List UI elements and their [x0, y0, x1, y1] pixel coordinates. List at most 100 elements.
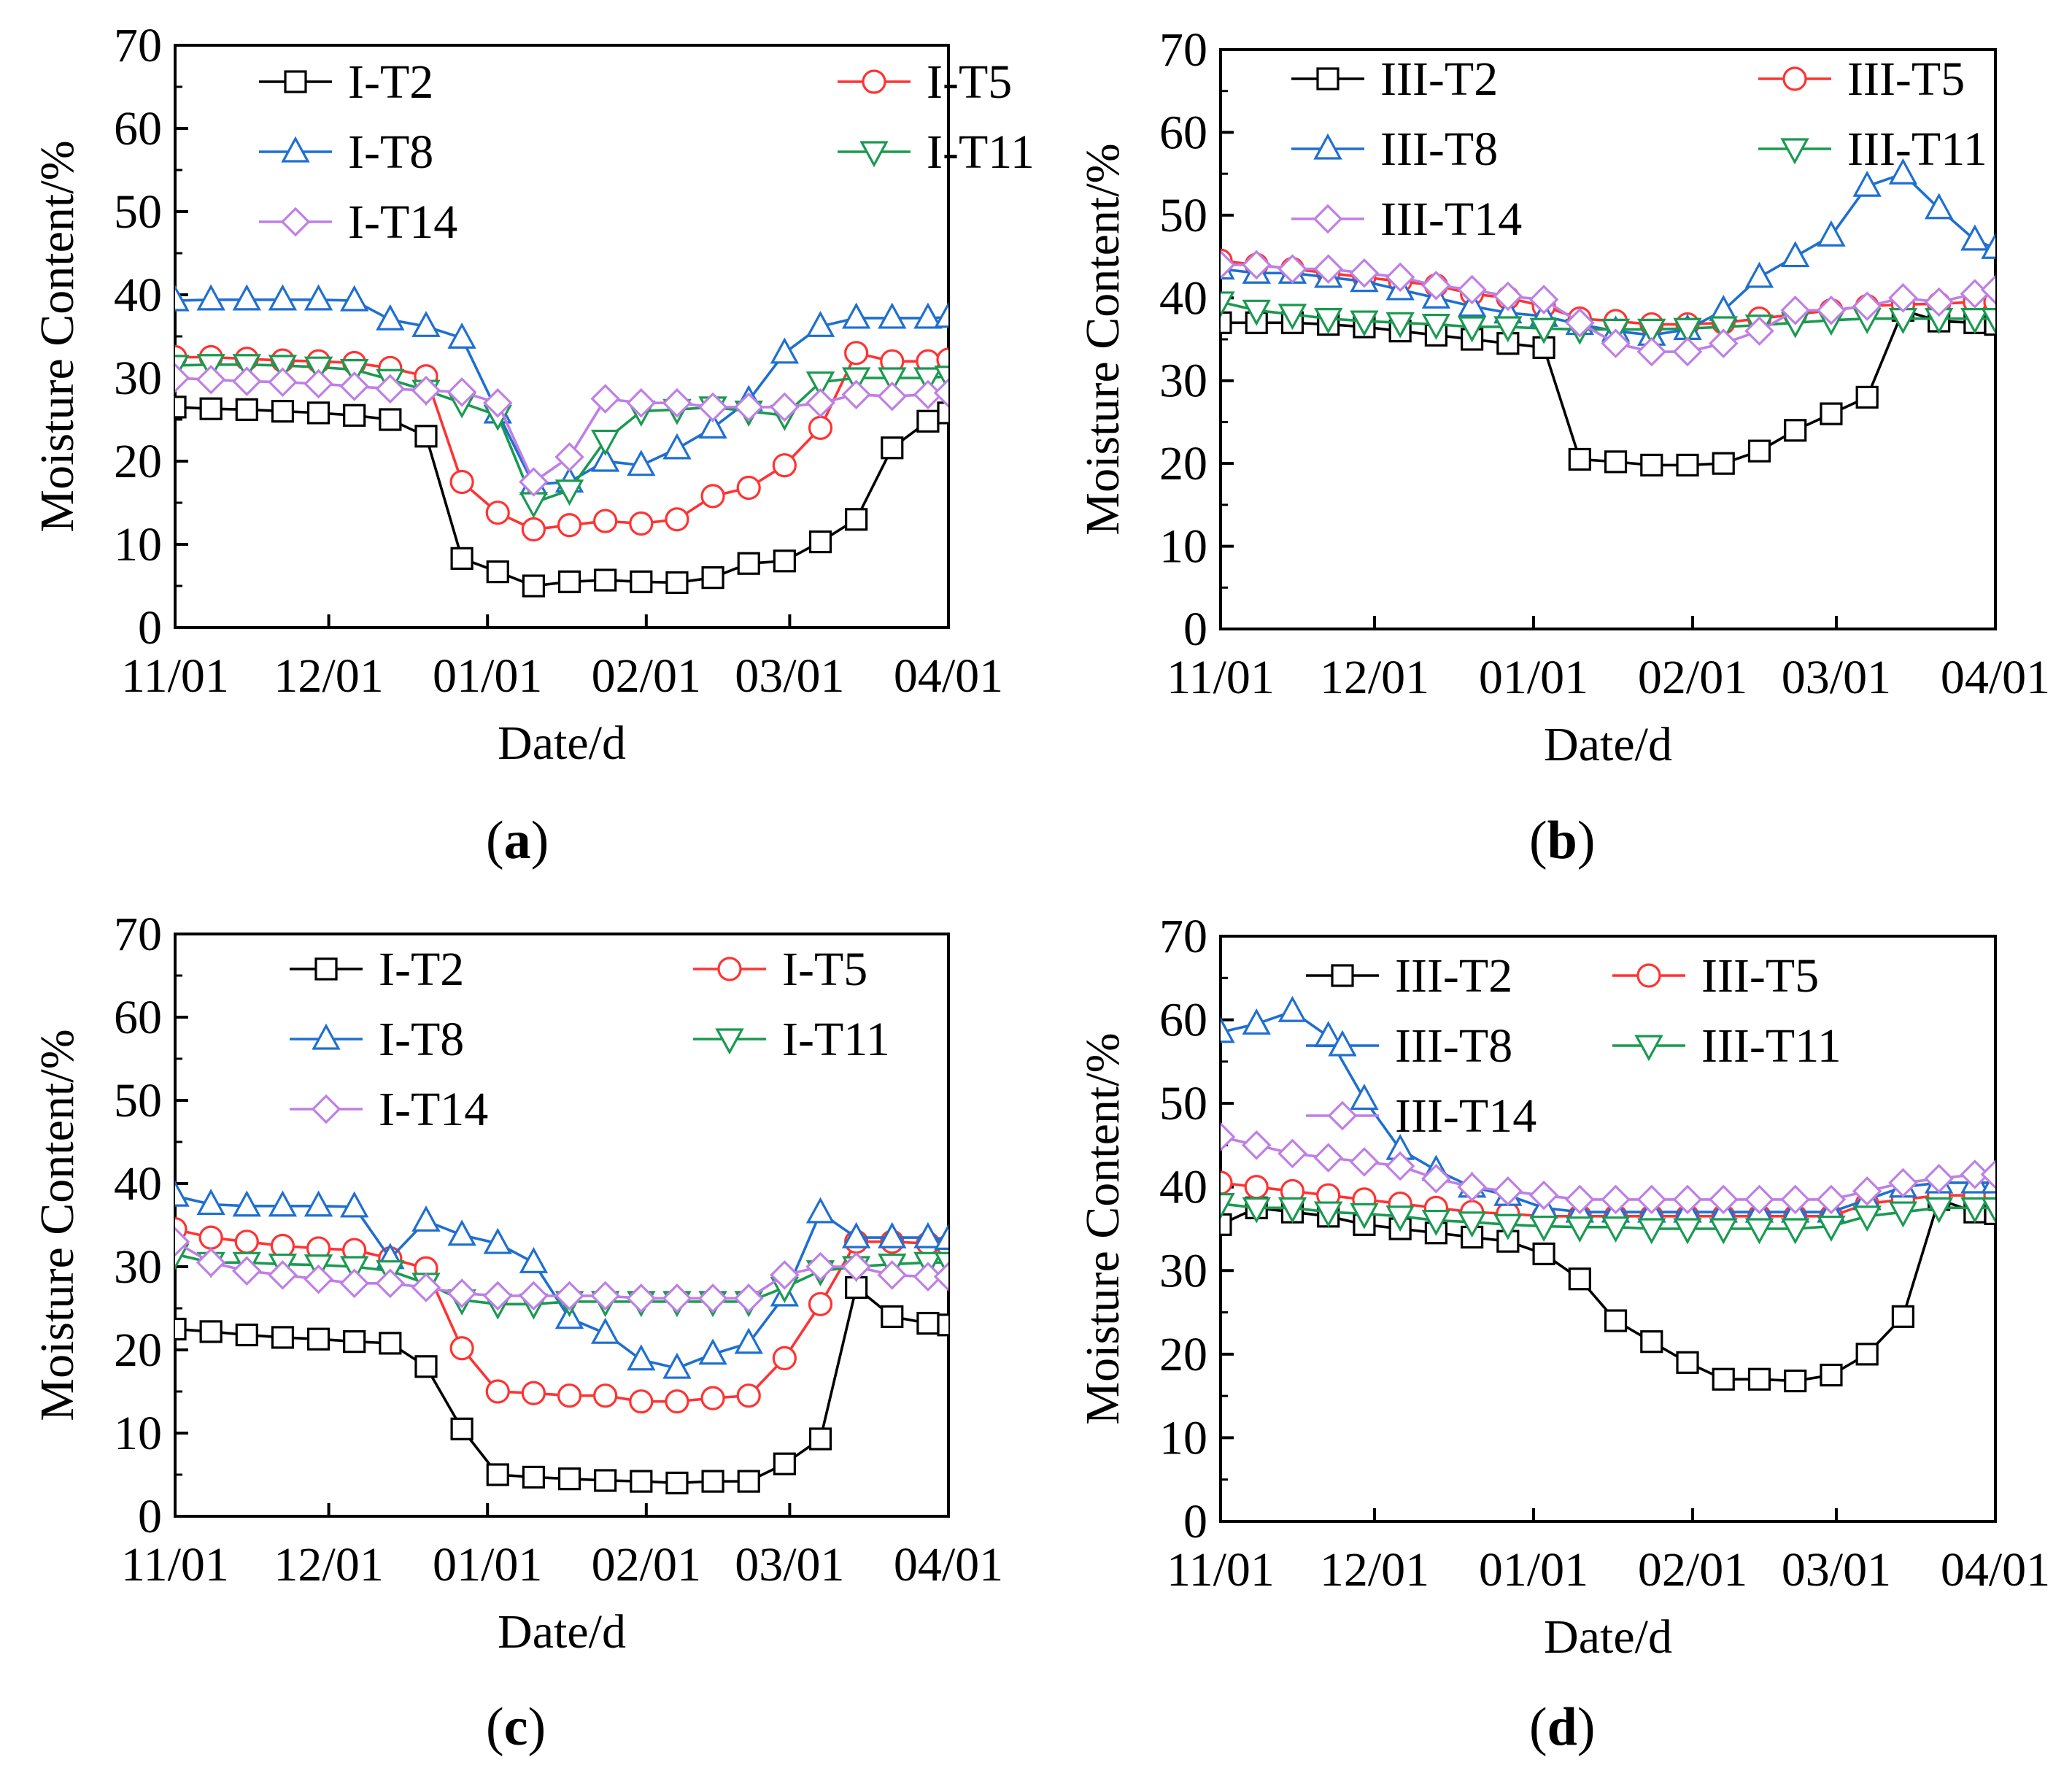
data-point [554, 442, 584, 472]
data-point [590, 445, 620, 472]
legend-label: I-T5 [927, 55, 1012, 109]
data-point [590, 429, 620, 456]
data-point [235, 1323, 258, 1347]
data-point [175, 285, 190, 312]
data-point [1565, 1184, 1595, 1215]
data-point [271, 399, 295, 423]
data-point [1457, 274, 1487, 305]
data-point [1708, 328, 1739, 358]
data-point [1350, 1084, 1379, 1111]
legend-label: III-T2 [1380, 53, 1498, 106]
data-point [1744, 261, 1774, 288]
data-point [878, 367, 907, 394]
y-tick-label: 40 [1159, 1161, 1207, 1214]
data-point [841, 302, 871, 329]
data-point [306, 401, 330, 425]
x-tick-label: 03/01 [735, 649, 844, 703]
data-point [1529, 317, 1558, 344]
data-point [665, 1389, 689, 1414]
panel-label-d: (d) [1529, 1697, 1596, 1757]
data-point [1421, 1163, 1451, 1194]
x-tick-label: 11/01 [1167, 1543, 1275, 1597]
y-tick-label: 30 [114, 1240, 162, 1294]
data-point [1241, 1130, 1272, 1160]
x-tick-label: 12/01 [1320, 1543, 1429, 1597]
data-point [845, 508, 868, 531]
data-point [1852, 291, 1882, 321]
data-point [1565, 1216, 1595, 1243]
data-point [805, 1197, 835, 1224]
data-point [805, 310, 835, 337]
data-point [1244, 1175, 1269, 1200]
legend-marker [284, 70, 307, 93]
x-tick-label: 02/01 [592, 649, 701, 703]
data-point [700, 1386, 725, 1410]
x-tick-label: 12/01 [274, 649, 383, 703]
data-point [339, 371, 369, 401]
legend-label: I-T14 [379, 1083, 488, 1136]
y-tick-label: 50 [1159, 189, 1207, 242]
data-point [175, 1180, 190, 1207]
y-tick-label: 50 [114, 1074, 162, 1127]
data-point [630, 1470, 653, 1493]
legend-marker [862, 69, 886, 94]
data-point [937, 401, 948, 425]
data-point [627, 449, 656, 476]
data-point [698, 1338, 727, 1365]
x-tick-label: 04/01 [894, 649, 1003, 703]
data-point [665, 571, 689, 595]
data-point [1349, 258, 1380, 288]
data-point [339, 1256, 369, 1283]
data-point [268, 1190, 298, 1217]
x-tick-label: 04/01 [894, 1538, 1003, 1591]
data-point [343, 404, 366, 427]
legend-label: III-T8 [1395, 1019, 1512, 1073]
legend-marker [1313, 133, 1342, 160]
data-point [1277, 1138, 1307, 1169]
data-point [557, 1383, 582, 1408]
data-point [662, 433, 692, 460]
y-tick-label: 40 [114, 1157, 162, 1211]
data-point [698, 412, 727, 439]
data-point [1568, 1267, 1591, 1291]
y-tick-label: 40 [114, 269, 162, 322]
legend-label: III-T5 [1847, 53, 1965, 106]
data-point [1221, 1122, 1236, 1152]
data-point [1221, 1170, 1233, 1195]
data-point [411, 310, 441, 337]
data-point [175, 363, 190, 393]
legend-label: III-T2 [1395, 949, 1512, 1003]
data-point [1349, 1147, 1380, 1177]
data-point [1313, 254, 1343, 284]
data-point [1242, 299, 1271, 326]
legend-marker [280, 206, 311, 237]
data-point [1924, 1163, 1954, 1194]
data-point [1852, 170, 1882, 197]
data-point [933, 1262, 948, 1292]
y-tick-label: 20 [1159, 437, 1207, 490]
data-point [665, 507, 689, 532]
data-point [1529, 1215, 1558, 1242]
data-point [772, 1346, 797, 1371]
legend-marker [312, 1023, 341, 1050]
series-I-T8 [175, 284, 948, 495]
data-point [1924, 287, 1954, 317]
data-point [841, 379, 871, 410]
data-point [1744, 1184, 1774, 1215]
data-point [1493, 281, 1523, 312]
data-point [1457, 1211, 1487, 1238]
legend-label: III-T11 [1847, 123, 1987, 176]
data-point [268, 284, 298, 311]
data-point [1221, 291, 1235, 318]
data-point [1421, 1209, 1451, 1236]
data-point [449, 469, 474, 495]
data-point [1744, 316, 1774, 346]
data-point [1673, 317, 1702, 344]
data-point [701, 565, 724, 590]
data-point [1604, 1309, 1628, 1332]
data-point [594, 568, 617, 592]
data-point [175, 1227, 190, 1257]
data-point [770, 392, 800, 422]
y-tick-label: 0 [1183, 1495, 1207, 1548]
legend-marker [1331, 964, 1354, 987]
